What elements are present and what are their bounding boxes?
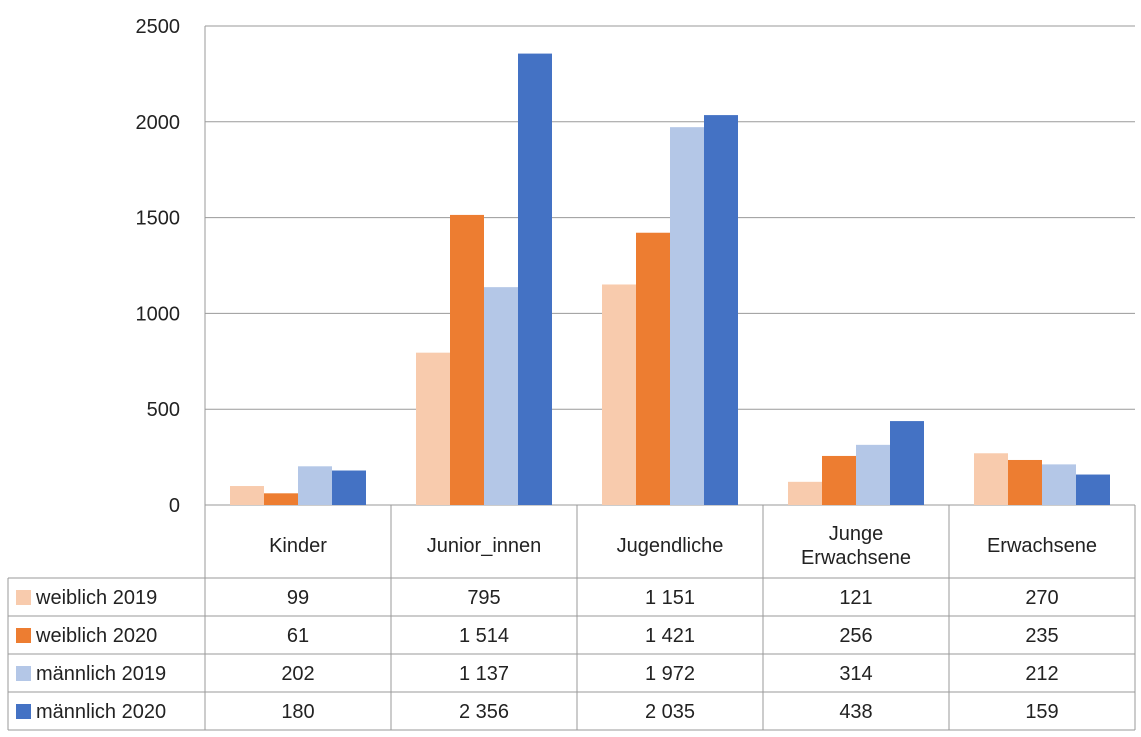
bar — [822, 455, 856, 505]
y-tick-label: 2500 — [136, 16, 181, 38]
bar — [230, 486, 264, 505]
bar — [484, 287, 518, 505]
data-label: 2 356 — [459, 701, 509, 723]
category-label-line: Jugendliche — [617, 535, 724, 557]
data-label: 438 — [839, 701, 872, 723]
bar — [602, 284, 636, 505]
bar — [518, 53, 552, 506]
bar — [636, 232, 670, 506]
data-label: 314 — [839, 663, 872, 685]
data-label: 2 035 — [645, 701, 695, 723]
data-label: 1 421 — [645, 625, 695, 647]
data-label: 235 — [1025, 625, 1058, 647]
bar — [1076, 474, 1110, 505]
data-label: 180 — [281, 701, 314, 723]
data-label: 795 — [467, 587, 500, 609]
category-label: Jugendliche — [617, 535, 724, 557]
category-label-line: Erwachsene — [987, 535, 1097, 557]
bar — [1042, 464, 1076, 505]
bar — [298, 466, 332, 505]
bar — [974, 453, 1008, 505]
y-tick-label: 1000 — [136, 303, 181, 325]
legend-swatch — [16, 628, 31, 643]
category-label: Junge Erwachsene — [801, 523, 911, 569]
data-label: 270 — [1025, 587, 1058, 609]
bar — [704, 115, 738, 506]
legend-label: weiblich 2020 — [35, 625, 157, 647]
bar — [416, 352, 450, 505]
category-label-line: Kinder — [269, 535, 327, 557]
y-axis: 0 500 1000 1500 2000 2500 — [136, 16, 181, 517]
legend-label: weiblich 2019 — [35, 587, 157, 609]
data-label: 1 137 — [459, 663, 509, 685]
data-label: 99 — [287, 587, 309, 609]
data-label: 202 — [281, 663, 314, 685]
data-label: 212 — [1025, 663, 1058, 685]
category-label-line: Junge — [829, 523, 884, 545]
bar — [450, 214, 484, 505]
data-label: 256 — [839, 625, 872, 647]
bar — [890, 421, 924, 505]
legend-label: männlich 2019 — [36, 663, 166, 685]
data-label: 61 — [287, 625, 309, 647]
data-label: 1 151 — [645, 587, 695, 609]
y-tick-label: 500 — [147, 399, 180, 421]
category-label: Kinder — [269, 535, 327, 557]
legend-label: männlich 2020 — [36, 701, 166, 723]
y-tick-label: 1500 — [136, 208, 181, 230]
data-label: 159 — [1025, 701, 1058, 723]
category-label-line: Junior_innen — [427, 535, 542, 557]
category-label-line: Erwachsene — [801, 547, 911, 569]
category-label: Junior_innen — [427, 535, 542, 557]
bar — [856, 444, 890, 505]
y-tick-label: 0 — [169, 495, 180, 517]
legend-swatch — [16, 704, 31, 719]
bar — [332, 470, 366, 505]
legend-swatch — [16, 590, 31, 605]
data-label: 1 514 — [459, 625, 509, 647]
data-label: 121 — [839, 587, 872, 609]
bar — [264, 493, 298, 505]
bar — [788, 481, 822, 505]
data-label: 1 972 — [645, 663, 695, 685]
bar — [670, 127, 704, 506]
bars — [230, 53, 1110, 506]
bar — [1008, 459, 1042, 505]
y-tick-label: 2000 — [136, 112, 181, 134]
category-label: Erwachsene — [987, 535, 1097, 557]
legend-swatch — [16, 666, 31, 681]
